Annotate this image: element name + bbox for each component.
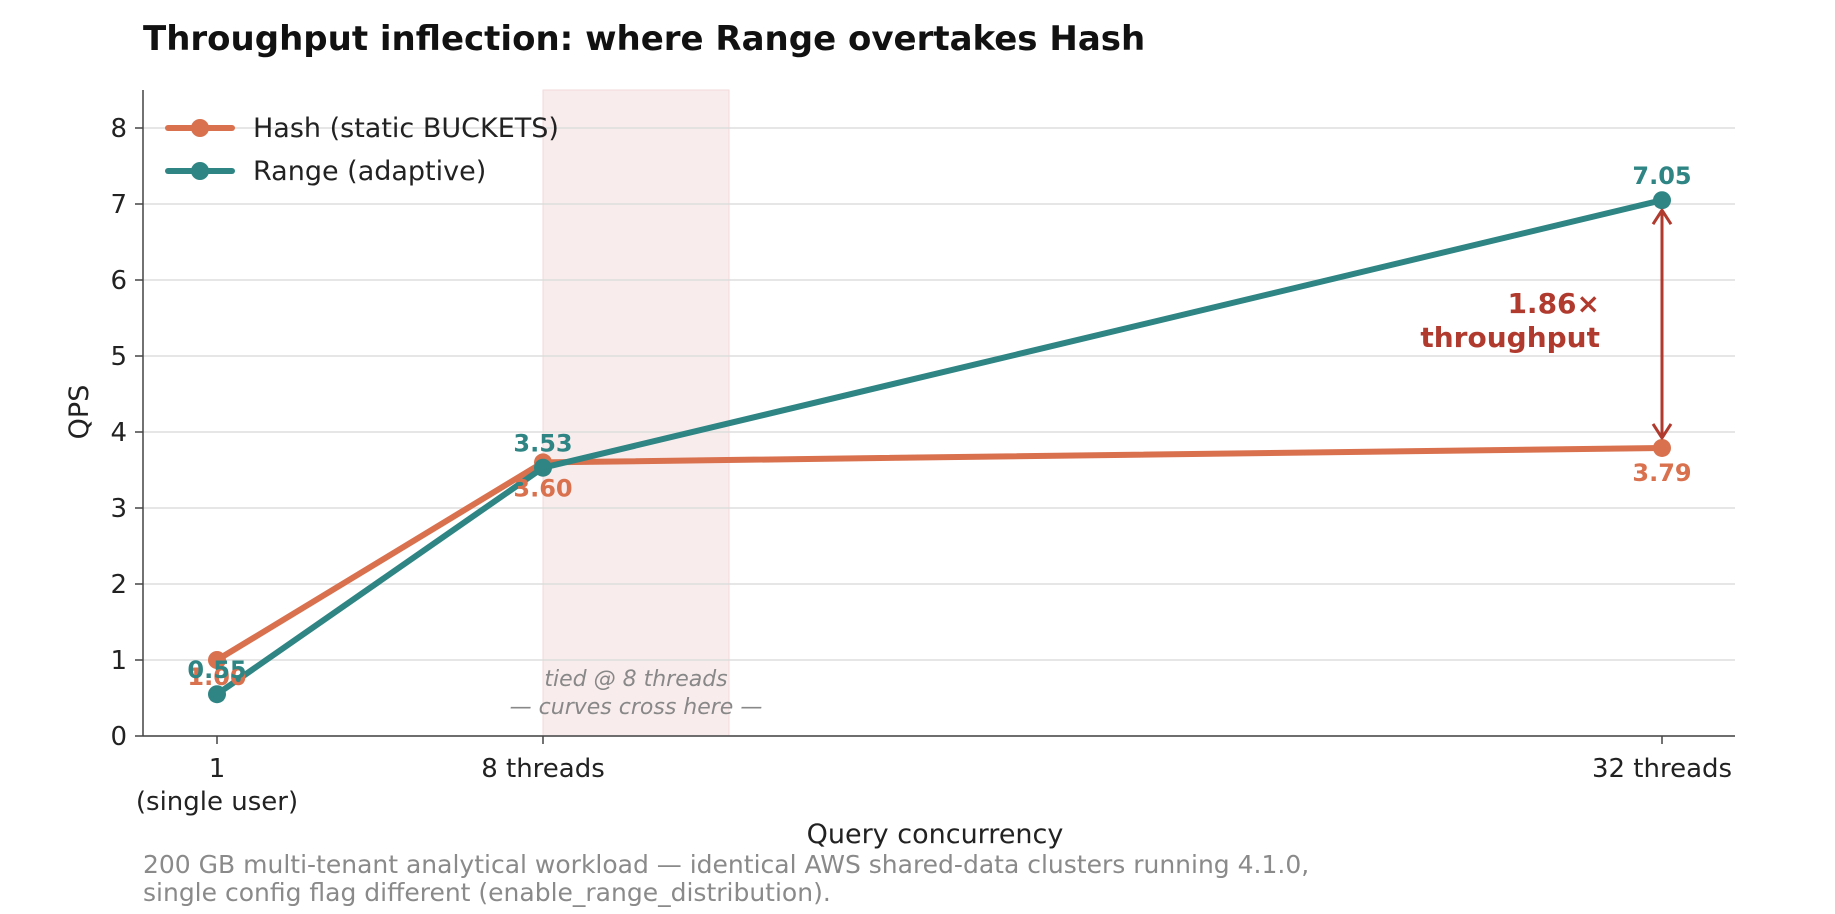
highlight-band-layer <box>542 89 730 737</box>
legend-label-0: Hash (static BUCKETS) <box>253 113 559 144</box>
gap-arrow-head-top <box>1651 208 1673 226</box>
series-1-point-0 <box>208 685 226 704</box>
annotation-layer: tied @ 8 threads — curves cross here — 1.8… <box>510 208 1673 720</box>
data-label-layer: 1.00 3.60 3.79 0.55 3.53 7.05 <box>187 162 1691 691</box>
series-1-label-1: 3.53 <box>513 430 572 458</box>
series-1-point-2 <box>1653 191 1671 210</box>
series-0-point-2 <box>1653 438 1671 457</box>
series-1-point-1 <box>534 458 552 477</box>
x-tick-label-0: 1 <box>209 754 226 784</box>
y-tick-label-7: 7 <box>110 190 127 220</box>
y-axis-label: QPS <box>64 385 95 440</box>
series-0-label-0: 1.00 <box>187 663 246 691</box>
tie-note-line-2: — curves cross here — <box>510 695 763 720</box>
series-0-point-0 <box>208 651 226 669</box>
y-tick-label-6: 6 <box>110 266 127 296</box>
series-0-label-1: 3.60 <box>513 474 572 502</box>
legend-swatch-marker-0 <box>191 119 209 137</box>
tie-note-line-1: tied @ 8 threads <box>544 667 727 692</box>
series-line-0 <box>214 444 1665 663</box>
series-1-label-2: 7.05 <box>1632 162 1691 190</box>
gap-annotation-line-2: throughput <box>1420 321 1600 354</box>
y-tick-label-3: 3 <box>110 494 127 524</box>
y-tick-label-1: 1 <box>110 646 127 676</box>
y-tick-label-5: 5 <box>110 342 127 372</box>
series-0-label-2: 3.79 <box>1632 459 1691 487</box>
y-tick-label-8: 8 <box>110 114 127 144</box>
caption-line-2: single config flag different (enable_ran… <box>143 878 831 907</box>
legend: Hash (static BUCKETS) Range (adaptive) <box>165 113 559 187</box>
x-tick-label-2: 32 threads <box>1592 754 1732 784</box>
y-tick-label-2: 2 <box>110 570 127 600</box>
x-axis-label: Query concurrency <box>807 819 1064 850</box>
legend-label-1: Range (adaptive) <box>253 156 486 187</box>
gap-annotation-line-1: 1.86× <box>1507 287 1600 320</box>
gap-arrow-head-bottom <box>1651 423 1673 440</box>
grid-layer <box>143 127 1735 737</box>
series-layer <box>208 191 1671 704</box>
caption-line-1: 200 GB multi-tenant analytical workload … <box>143 850 1309 879</box>
y-tick-label-4: 4 <box>110 418 127 448</box>
x-tick-label-0-line-2: (single user) <box>136 787 298 817</box>
chart-title: Throughput inflection: where Range overt… <box>143 19 1145 59</box>
legend-swatch-marker-1 <box>191 162 209 180</box>
series-line-1 <box>214 197 1665 698</box>
y-tick-label-0: 0 <box>110 722 127 752</box>
series-1-label-0: 0.55 <box>187 656 246 684</box>
highlight-band <box>542 89 730 737</box>
x-tick-label-1: 8 threads <box>481 754 605 784</box>
